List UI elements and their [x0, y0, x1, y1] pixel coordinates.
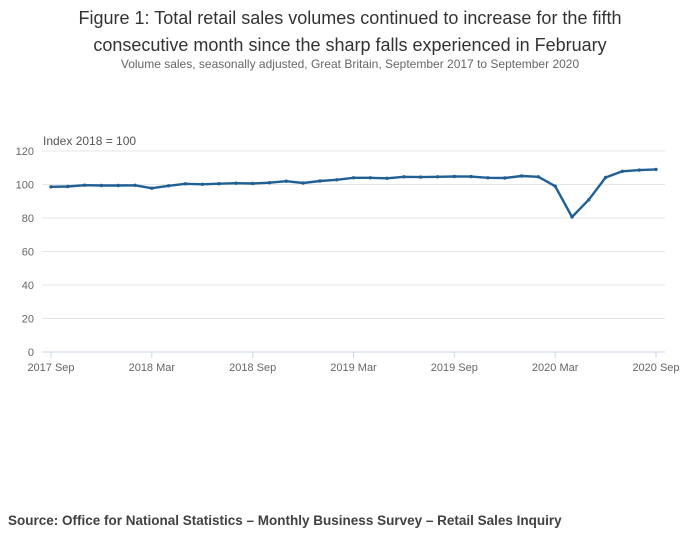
- data-point-marker: [654, 167, 658, 172]
- data-point-marker: [133, 183, 137, 187]
- y-tick-label: 60: [22, 247, 34, 259]
- y-tick-label: 40: [22, 280, 34, 292]
- data-point-marker: [183, 182, 188, 186]
- data-point-marker: [318, 179, 322, 183]
- x-tick-label: 2019 Mar: [330, 362, 377, 374]
- data-point-marker: [351, 176, 356, 180]
- data-point-marker: [385, 176, 389, 180]
- x-tick-label: 2019 Sep: [431, 362, 478, 374]
- data-point-marker: [368, 176, 372, 180]
- line-chart: 0 20 40 60 80 100 120 2017 Sep 2018 Mar 2018 Sep 2…: [16, 134, 680, 374]
- data-point-marker: [469, 174, 473, 179]
- data-point-marker: [267, 181, 272, 185]
- x-tick-label: 2018 Mar: [129, 362, 176, 374]
- data-point-marker: [150, 186, 154, 190]
- data-point-marker: [217, 182, 221, 186]
- data-point-marker: [251, 181, 255, 186]
- data-point-marker: [452, 174, 456, 179]
- x-tick-label: 2020 Sep: [632, 362, 679, 374]
- data-point-marker: [82, 183, 87, 187]
- y-tick-label: 20: [22, 314, 34, 326]
- data-point-marker: [620, 169, 625, 173]
- data-point-marker: [66, 184, 70, 189]
- data-point-marker: [49, 185, 53, 189]
- y-tick-label: 100: [16, 180, 34, 192]
- data-point-marker: [603, 175, 608, 180]
- data-point-marker: [200, 182, 204, 186]
- data-point-marker: [402, 175, 406, 179]
- data-point-marker: [587, 198, 591, 202]
- data-point-marker: [570, 215, 574, 219]
- x-tick-label: 2018 Sep: [229, 362, 276, 374]
- data-point-marker: [301, 181, 305, 185]
- source-attribution: Source: Office for National Statistics –…: [8, 513, 562, 528]
- data-point-marker: [503, 176, 507, 180]
- data-point-marker: [486, 176, 490, 180]
- x-tick-label: 2017 Sep: [27, 362, 74, 374]
- data-point-marker: [335, 178, 339, 182]
- data-point-marker: [116, 183, 120, 188]
- data-point-marker: [536, 175, 541, 179]
- y-axis-note: Index 2018 = 100: [43, 134, 136, 148]
- data-point-marker: [435, 175, 440, 179]
- data-point-marker: [419, 175, 423, 179]
- data-point-marker: [99, 183, 104, 188]
- data-point-marker: [553, 184, 557, 188]
- data-point-marker: [234, 181, 238, 185]
- data-point-marker: [284, 179, 288, 183]
- y-tick-label: 80: [22, 213, 34, 225]
- chart-title: Figure 1: Total retail sales volumes con…: [78, 8, 622, 55]
- data-point-marker: [637, 168, 641, 172]
- data-point-marker: [519, 174, 524, 178]
- y-tick-label: 0: [28, 347, 34, 359]
- y-tick-label: 120: [16, 146, 34, 158]
- x-tick-label: 2020 Mar: [532, 362, 579, 374]
- chart-subtitle: Volume sales, seasonally adjusted, Great…: [120, 57, 580, 71]
- data-point-marker: [166, 184, 171, 188]
